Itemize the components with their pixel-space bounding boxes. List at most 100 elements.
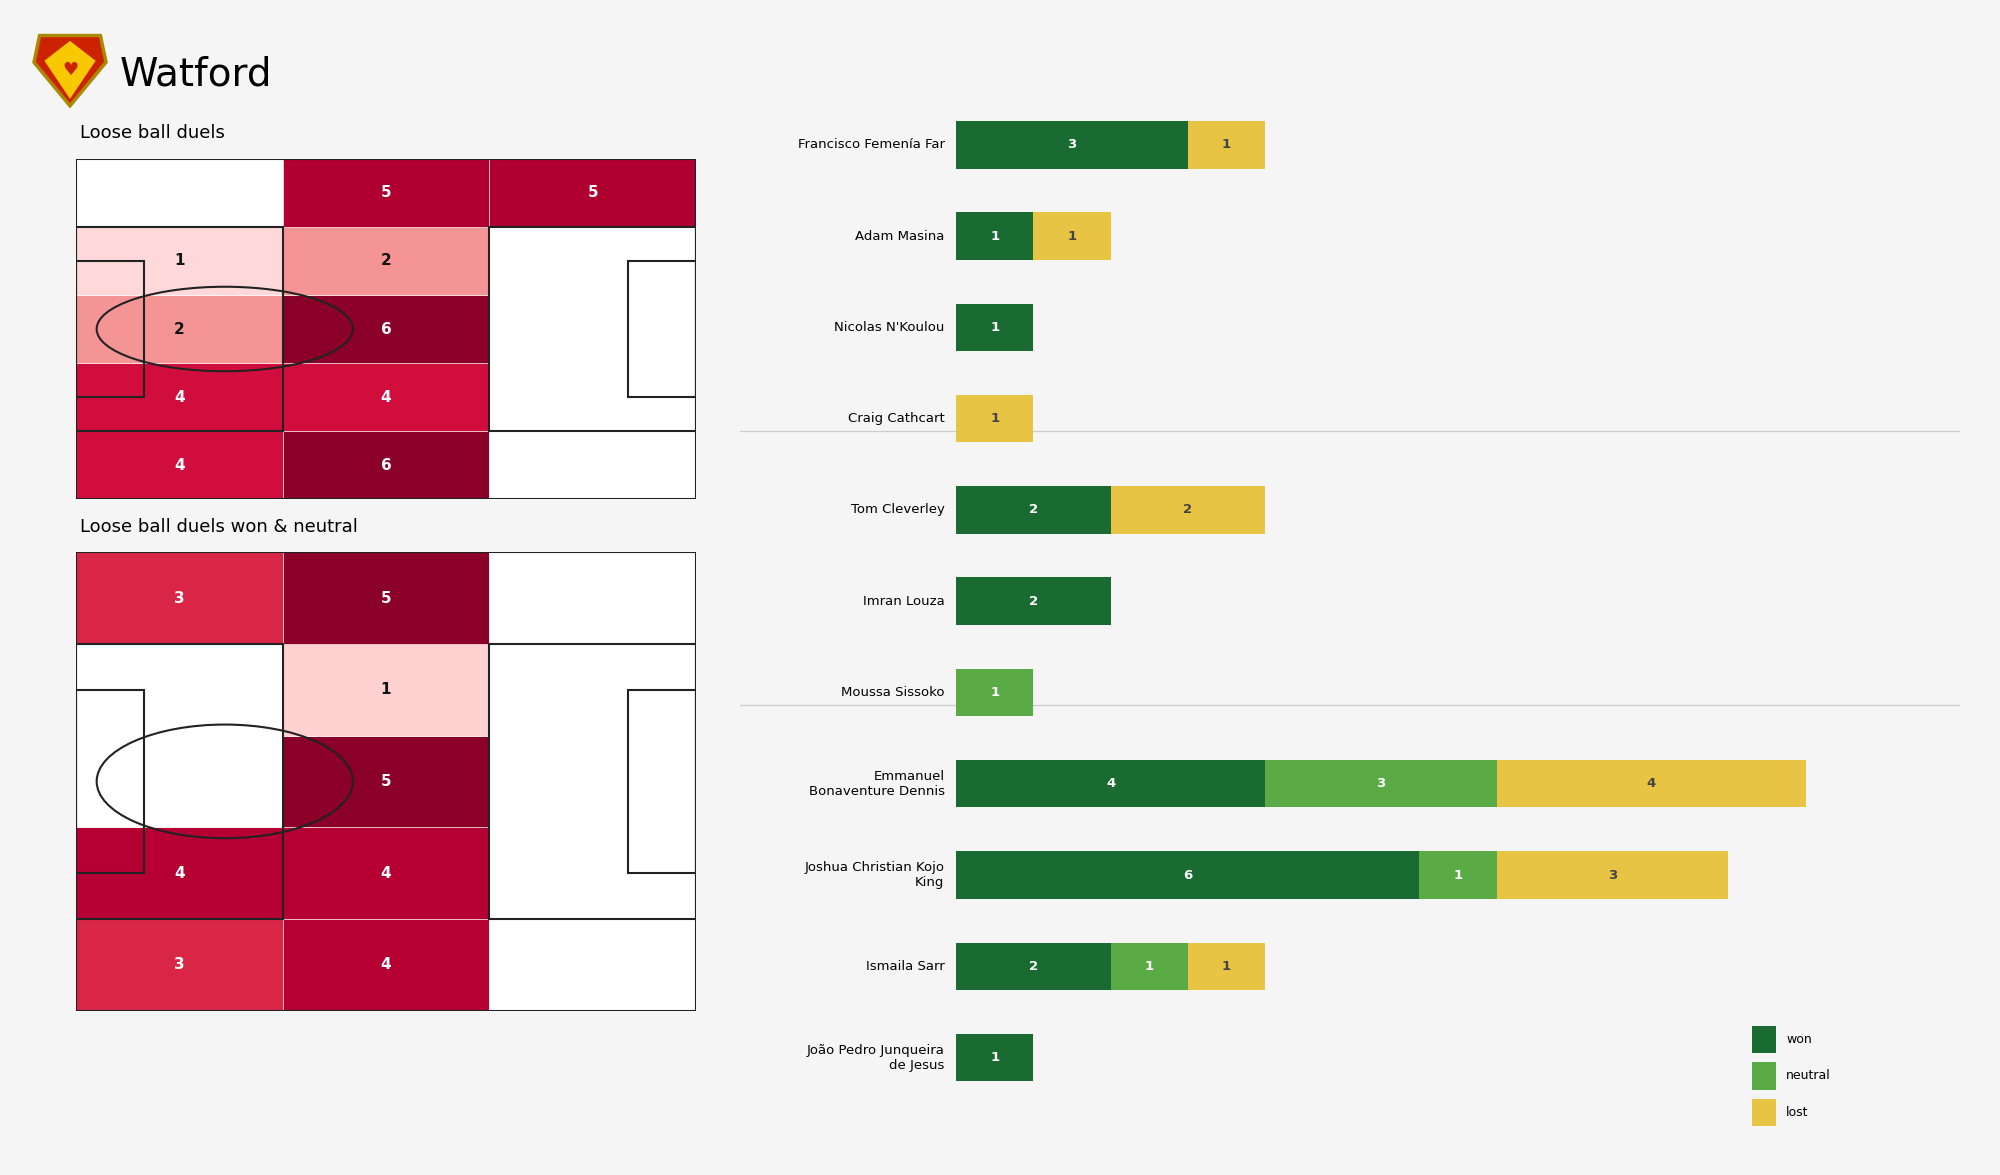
Text: 1: 1 <box>990 412 1000 425</box>
Bar <box>282 552 490 644</box>
Text: Loose ball duels won & neutral: Loose ball duels won & neutral <box>80 518 358 536</box>
Bar <box>956 303 1034 351</box>
Bar <box>490 159 696 227</box>
Text: 5: 5 <box>380 774 392 788</box>
Bar <box>490 227 696 295</box>
Bar <box>76 644 282 736</box>
Bar <box>490 431 696 499</box>
Bar <box>282 159 490 227</box>
Text: 4: 4 <box>380 866 392 880</box>
Bar <box>1110 486 1266 533</box>
Text: 5: 5 <box>380 186 392 200</box>
Bar <box>76 227 282 431</box>
Bar <box>956 1034 1034 1081</box>
Text: Nicolas N'Koulou: Nicolas N'Koulou <box>834 321 944 334</box>
Bar <box>1752 1026 1776 1053</box>
Text: 1: 1 <box>380 683 392 697</box>
Bar <box>76 736 282 827</box>
Bar <box>1752 1062 1776 1089</box>
Text: lost: lost <box>1786 1106 1808 1119</box>
Text: 1: 1 <box>1222 960 1232 973</box>
Text: 2: 2 <box>1028 503 1038 516</box>
Bar <box>1188 121 1266 168</box>
Text: 2: 2 <box>1028 595 1038 607</box>
Bar <box>1266 760 1496 807</box>
Bar <box>76 431 282 499</box>
Text: 1: 1 <box>990 1052 1000 1065</box>
Text: 6: 6 <box>1184 868 1192 881</box>
Text: 1: 1 <box>1144 960 1154 973</box>
Text: Loose ball duels: Loose ball duels <box>80 125 224 142</box>
Bar <box>956 942 1110 991</box>
Text: 6: 6 <box>380 322 392 336</box>
Bar <box>282 919 490 1010</box>
Text: 4: 4 <box>1106 777 1116 791</box>
Text: João Pedro Junqueira
de Jesus: João Pedro Junqueira de Jesus <box>806 1043 944 1072</box>
Text: Moussa Sissoko: Moussa Sissoko <box>842 686 944 699</box>
Bar <box>282 295 490 363</box>
Bar <box>76 261 144 397</box>
Bar <box>490 736 696 827</box>
Bar <box>76 919 282 1010</box>
Text: Imran Louza: Imran Louza <box>862 595 944 607</box>
Text: 4: 4 <box>380 390 392 404</box>
Bar <box>956 486 1110 533</box>
Bar <box>1034 213 1110 260</box>
Text: 3: 3 <box>174 958 184 972</box>
Bar <box>490 644 696 736</box>
Bar <box>1188 942 1266 991</box>
Text: 4: 4 <box>174 458 184 472</box>
Text: 1: 1 <box>1068 229 1076 242</box>
Text: 6: 6 <box>380 458 392 472</box>
Bar <box>282 736 490 827</box>
Bar <box>956 760 1266 807</box>
Text: 1: 1 <box>990 229 1000 242</box>
Text: 2: 2 <box>1028 960 1038 973</box>
Bar <box>76 827 282 919</box>
Text: 3: 3 <box>1608 868 1618 881</box>
Text: 2: 2 <box>1184 503 1192 516</box>
Text: 1: 1 <box>1454 868 1462 881</box>
Bar <box>282 644 490 736</box>
Text: Emmanuel
Bonaventure Dennis: Emmanuel Bonaventure Dennis <box>808 770 944 798</box>
Text: won: won <box>1786 1033 1812 1046</box>
Text: Tom Cleverley: Tom Cleverley <box>850 503 944 516</box>
Bar <box>490 644 696 919</box>
Bar <box>76 227 282 295</box>
Bar <box>1110 942 1188 991</box>
Text: 2: 2 <box>380 254 392 268</box>
Text: Ismaila Sarr: Ismaila Sarr <box>866 960 944 973</box>
Text: 1: 1 <box>990 686 1000 699</box>
Text: 4: 4 <box>1646 777 1656 791</box>
Bar <box>1752 1099 1776 1126</box>
Text: Francisco Femenía Far: Francisco Femenía Far <box>798 139 944 152</box>
Bar <box>956 669 1034 717</box>
Text: 3: 3 <box>1376 777 1386 791</box>
Bar <box>490 227 696 431</box>
Text: neutral: neutral <box>1786 1069 1832 1082</box>
Bar <box>628 690 696 873</box>
Bar <box>76 644 282 919</box>
Bar <box>282 227 490 295</box>
Text: 4: 4 <box>380 958 392 972</box>
Bar <box>76 159 282 227</box>
Bar <box>956 213 1034 260</box>
Text: 3: 3 <box>174 591 184 605</box>
Bar <box>490 295 696 363</box>
Bar <box>628 261 696 397</box>
Bar <box>956 121 1188 168</box>
Bar <box>956 395 1034 442</box>
Text: 5: 5 <box>380 591 392 605</box>
Bar <box>490 827 696 919</box>
Text: Watford: Watford <box>120 55 272 94</box>
Bar <box>76 690 144 873</box>
Bar <box>1496 760 1806 807</box>
Bar <box>490 919 696 1010</box>
Bar <box>490 552 696 644</box>
Text: 4: 4 <box>174 866 184 880</box>
Bar <box>956 577 1110 625</box>
Text: 1: 1 <box>990 321 1000 334</box>
Text: ♥: ♥ <box>62 61 78 79</box>
Text: Adam Masina: Adam Masina <box>856 229 944 242</box>
Text: 5: 5 <box>588 186 598 200</box>
